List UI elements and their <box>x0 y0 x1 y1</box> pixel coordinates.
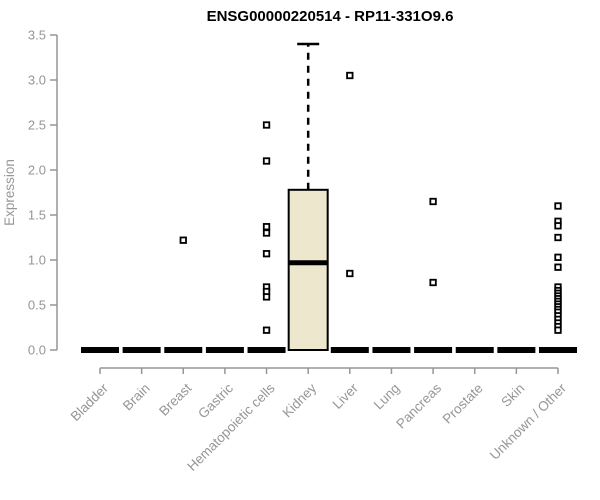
outlier-point <box>346 71 354 80</box>
x-tick-label: Pancreas <box>393 380 444 431</box>
outlier-point <box>262 326 271 334</box>
outlier-point <box>429 197 437 206</box>
flat-box <box>164 347 203 353</box>
x-tick-label: Brain <box>120 381 153 414</box>
outlier-point <box>262 250 271 258</box>
y-tick-label: 3.0 <box>28 73 46 88</box>
y-tick-label: 2.5 <box>28 118 46 133</box>
flat-box <box>372 347 411 353</box>
x-tick-label: Unknown / Other <box>487 380 570 463</box>
outlier-point <box>262 229 271 237</box>
y-tick-label: 0.5 <box>28 298 46 313</box>
outlier-point <box>262 223 271 231</box>
y-tick-label: 0.0 <box>28 343 46 358</box>
flat-box <box>247 347 286 353</box>
x-tick-label: Kidney <box>280 380 320 420</box>
flat-box <box>81 347 119 353</box>
y-tick-label: 2.0 <box>28 163 46 178</box>
outlier-point <box>179 236 187 244</box>
outlier-point <box>554 263 562 271</box>
outlier-point <box>262 293 271 301</box>
x-tick-label: Prostate <box>440 381 486 427</box>
outlier-point <box>554 326 562 334</box>
flat-box <box>497 347 536 353</box>
x-tick-label: Breast <box>156 380 194 418</box>
x-tick-label: Lung <box>371 381 403 413</box>
flat-box <box>414 347 453 353</box>
y-axis-title: Expression <box>2 159 17 226</box>
flat-box <box>330 347 369 353</box>
outlier-point <box>262 157 271 165</box>
y-tick-label: 1.5 <box>28 208 46 223</box>
flat-box <box>205 347 244 353</box>
flat-box <box>122 347 161 353</box>
outlier-point <box>346 269 354 278</box>
x-tick-label: Skin <box>498 381 527 410</box>
y-tick-label: 1.0 <box>28 253 46 268</box>
outlier-point <box>554 233 562 242</box>
outlier-point <box>554 222 562 230</box>
outlier-point <box>554 202 562 210</box>
y-tick-label: 3.5 <box>28 28 46 43</box>
box-kidney <box>287 188 329 351</box>
flat-box <box>455 347 494 353</box>
x-tick-label: Bladder <box>68 380 112 424</box>
x-tick-label: Liver <box>330 380 362 412</box>
flat-box <box>539 347 577 353</box>
outlier-point <box>262 121 271 129</box>
chart-title: ENSG00000220514 - RP11-331O9.6 <box>206 8 454 25</box>
x-tick-label: Gastric <box>195 380 236 421</box>
outlier-point <box>429 278 437 287</box>
outlier-point <box>554 253 562 261</box>
